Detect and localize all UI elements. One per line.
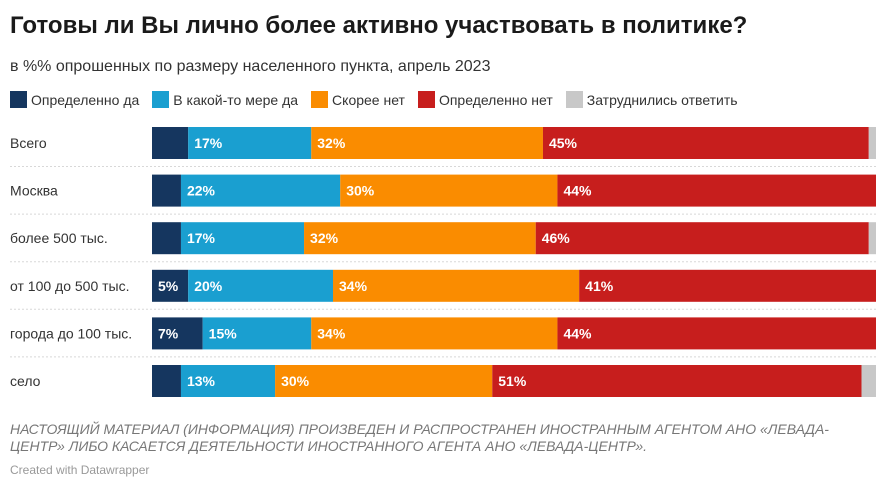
bar-segment-2-2 [304, 222, 536, 255]
legend-item-0: Определенно да [10, 91, 139, 108]
data-label-4-0: 7% [158, 325, 179, 341]
legend-label-4: Затруднились ответить [586, 91, 738, 108]
bar-segment-0-2 [311, 127, 543, 159]
data-label-3-1: 20% [194, 278, 223, 294]
bar-segment-5-2 [275, 365, 493, 397]
bar-segment-2-3 [535, 222, 869, 255]
legend-label-1: В какой-то мере да [173, 91, 299, 108]
legend-label-0: Определенно да [31, 91, 140, 108]
data-label-3-2: 34% [339, 278, 368, 294]
bar-segment-4-1 [202, 317, 312, 350]
bar-segment-0-4 [868, 127, 876, 159]
bar-segment-4-0 [152, 317, 203, 350]
bar-segment-1-0 [152, 174, 181, 207]
bar-segment-5-0 [152, 365, 181, 397]
data-label-2-2: 32% [310, 230, 339, 246]
bar-segment-2-0 [152, 222, 181, 255]
data-label-5-2: 30% [281, 373, 310, 389]
bar-segment-3-3 [579, 269, 876, 302]
data-label-0-2: 32% [317, 135, 346, 151]
bar-segment-1-2 [340, 174, 558, 207]
data-label-3-0: 5% [158, 278, 179, 294]
legend-swatch-2 [311, 91, 329, 108]
data-label-0-1: 17% [194, 135, 223, 151]
datawrapper-credit: Created with Datawrapper [10, 463, 150, 477]
bar-segment-3-0 [152, 269, 189, 302]
bar-segment-3-2 [333, 269, 580, 302]
data-label-2-1: 17% [187, 230, 216, 246]
bar-segment-2-4 [868, 222, 876, 255]
chart-title: Готовы ли Вы лично более активно участво… [10, 12, 748, 39]
bar-segment-1-3 [557, 174, 876, 207]
legend-label-2: Скорее нет [332, 91, 405, 108]
foreign-agent-note: НАСТОЯЩИЙ МАТЕРИАЛ (ИНФОРМАЦИЯ) ПРОИЗВЕД… [10, 421, 829, 454]
legend-item-1: В какой-то мере да [152, 91, 298, 108]
bar-segment-0-0 [152, 127, 189, 159]
legend-item-4: Затруднились ответить [565, 91, 738, 108]
legend-item-2: Скорее нет [311, 91, 405, 108]
bar-segment-2-1 [180, 222, 305, 255]
data-label-4-2: 34% [317, 325, 346, 341]
chart-legend: Определенно да В какой-то мере да Скорее н… [10, 91, 751, 108]
data-label-1-2: 30% [346, 183, 375, 199]
bar-segment-3-1 [188, 269, 333, 302]
category-label-4: города до 100 тыс. [10, 325, 132, 341]
data-label-4-3: 44% [563, 325, 592, 341]
bar-segment-1-1 [180, 174, 341, 207]
legend-swatch-4 [565, 91, 583, 108]
bar-segment-4-2 [311, 317, 558, 350]
category-label-3: от 100 до 500 тыс. [10, 278, 130, 294]
data-label-1-3: 44% [563, 183, 592, 199]
category-label-2: более 500 тыс. [10, 230, 108, 246]
stacked-bar-chart: Всего 17% 32% 45% Москва 22% 30% 44% более 500 т… [10, 127, 876, 397]
data-label-1-1: 22% [187, 183, 216, 199]
category-label-0: Всего [10, 135, 47, 151]
legend-swatch-3 [417, 91, 435, 108]
bar-segment-5-4 [861, 365, 876, 397]
bar-segment-0-1 [188, 127, 312, 159]
category-label-1: Москва [10, 183, 58, 199]
bar-segment-5-3 [492, 365, 862, 397]
category-label-5: село [10, 373, 41, 389]
legend-swatch-0 [10, 91, 27, 108]
data-label-0-3: 45% [549, 135, 578, 151]
chart-subtitle: в %% опрошенных по размеру населенного п… [10, 58, 491, 75]
bar-segment-5-1 [180, 365, 276, 397]
bar-segment-4-3 [557, 317, 876, 350]
data-label-5-1: 13% [187, 373, 216, 389]
legend-label-3: Определенно нет [438, 91, 553, 108]
data-label-3-3: 41% [585, 278, 614, 294]
data-label-4-1: 15% [209, 325, 238, 341]
data-label-2-3: 46% [542, 230, 571, 246]
legend-item-3: Определенно нет [417, 91, 553, 108]
data-label-5-3: 51% [498, 373, 527, 389]
legend-swatch-1 [152, 91, 170, 108]
bar-segment-0-3 [542, 127, 869, 159]
